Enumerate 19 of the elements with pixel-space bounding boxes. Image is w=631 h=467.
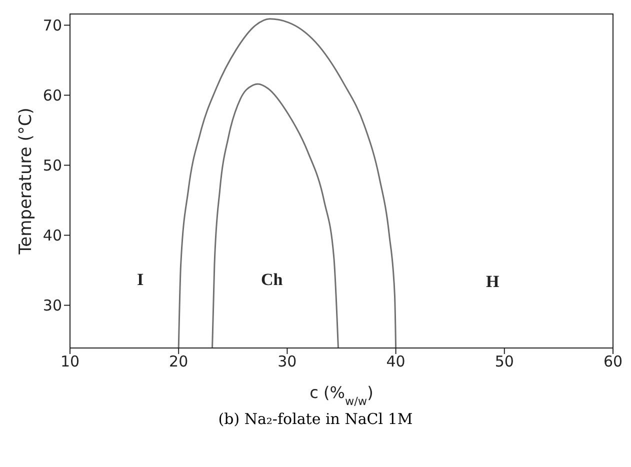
x-tick-label: 30 (278, 352, 297, 371)
y-tick-label: 40 (42, 226, 62, 245)
annotation: I (137, 270, 144, 289)
y-tick-label: 50 (42, 156, 62, 175)
line-series (178, 18, 397, 348)
x-tick-label: 20 (169, 352, 188, 371)
y-axis-title: Temperature (°C) (16, 108, 36, 256)
y-tick-label: 30 (42, 296, 62, 315)
annotation: Ch (261, 270, 283, 289)
x-tick-label: 10 (60, 352, 80, 371)
x-axis-title: c (%$_{w/w}$) (310, 383, 374, 408)
text: (b) Na₂-folate in NaCl 1M (217, 410, 414, 428)
x-tick-label: 60 (603, 352, 623, 371)
x-tick-label: 50 (494, 352, 514, 371)
x-tick-label: 40 (386, 352, 406, 371)
annotation: H (486, 272, 500, 291)
line-series (212, 83, 339, 348)
y-tick-label: 60 (42, 86, 62, 105)
y-tick-label: 70 (42, 16, 62, 35)
